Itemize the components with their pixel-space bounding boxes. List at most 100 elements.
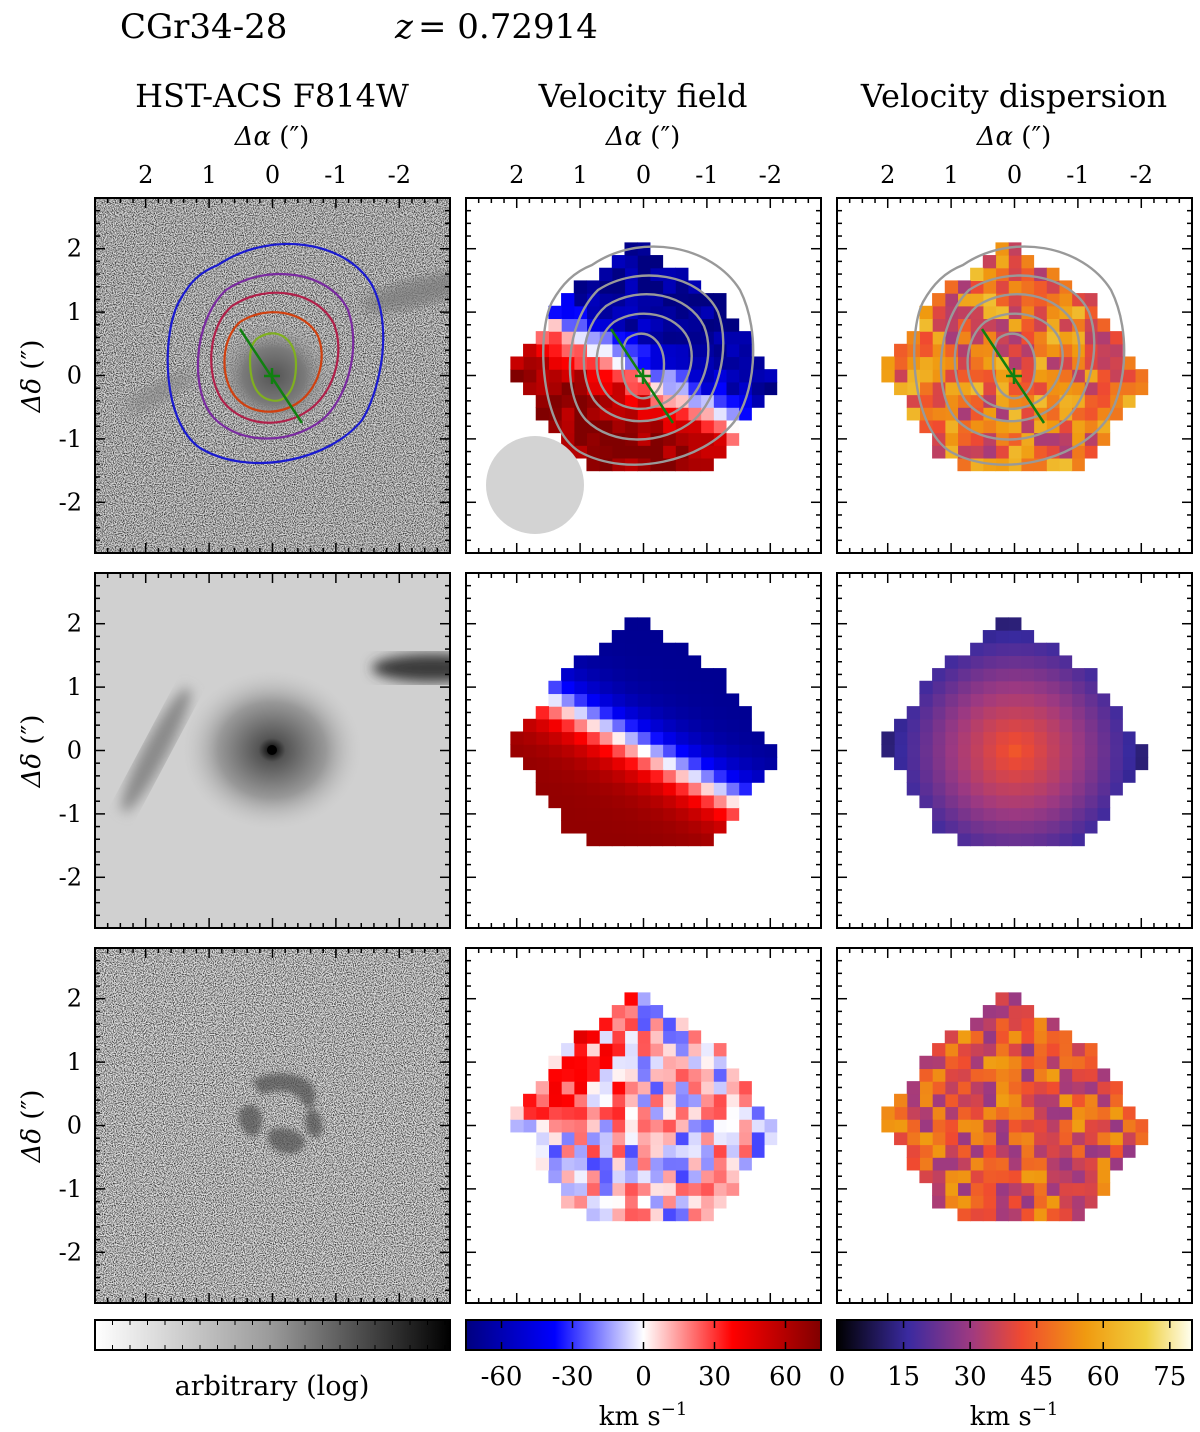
map-pixel xyxy=(1008,280,1022,294)
map-pixel xyxy=(599,267,613,282)
map-pixel xyxy=(649,1195,664,1209)
map-pixel xyxy=(599,744,613,758)
map-pixel xyxy=(1096,769,1111,783)
map-pixel xyxy=(1058,680,1073,695)
map-pixel xyxy=(548,394,562,408)
map-pixel xyxy=(919,1119,933,1133)
map-pixel xyxy=(599,769,613,783)
map-pixel xyxy=(725,1131,740,1146)
map-pixel xyxy=(624,807,638,821)
map-pixel xyxy=(944,693,959,707)
map-pixel xyxy=(637,617,651,631)
map-pixel xyxy=(906,769,921,783)
map-pixel xyxy=(995,419,1009,434)
map-pixel xyxy=(675,343,689,358)
map-pixel xyxy=(1096,331,1111,345)
map-pixel xyxy=(919,381,933,396)
map-pixel xyxy=(1033,331,1047,345)
map-pixel xyxy=(1084,794,1098,809)
map-pixel xyxy=(1020,419,1035,434)
y-tick-label: 2 xyxy=(67,610,82,638)
map-pixel xyxy=(573,1195,588,1209)
map-pixel xyxy=(982,267,997,282)
map-pixel xyxy=(1046,756,1060,771)
map-pixel xyxy=(970,655,984,669)
map-pixel xyxy=(1033,807,1047,821)
map-pixel xyxy=(649,1068,664,1082)
map-pixel xyxy=(932,706,946,720)
map-pixel xyxy=(649,680,664,695)
map-pixel xyxy=(1020,820,1035,834)
map-pixel xyxy=(637,1030,651,1044)
map-pixel xyxy=(1084,769,1098,783)
map-pixel xyxy=(675,744,689,758)
map-pixel xyxy=(1020,267,1035,282)
map-pixel xyxy=(970,820,984,834)
map-pixel xyxy=(662,1106,676,1120)
map-pixel xyxy=(624,394,638,408)
map-pixel xyxy=(687,1119,702,1133)
map-pixel xyxy=(1084,680,1098,695)
map-pixel xyxy=(982,1195,997,1209)
map-pixel xyxy=(662,1195,676,1209)
map-pixel xyxy=(1008,832,1022,847)
map-pixel xyxy=(932,445,946,459)
map-pixel xyxy=(649,1043,664,1057)
map-pixel xyxy=(1008,1157,1022,1171)
map-pixel xyxy=(725,1119,740,1133)
map-pixel xyxy=(1122,744,1136,758)
map-pixel xyxy=(957,794,971,809)
map-pixel xyxy=(586,1195,600,1209)
x-tick-label: -2 xyxy=(1130,161,1153,189)
map-pixel xyxy=(1033,769,1047,783)
map-pixel xyxy=(561,1182,575,1196)
map-pixel xyxy=(957,293,971,307)
map-pixel xyxy=(624,706,638,720)
colorbar-ticks: -60 -30 0 30 60 xyxy=(481,1320,802,1392)
map-pixel xyxy=(1020,1081,1035,1095)
map-pixel xyxy=(763,756,778,771)
x-axis-label-dispersion: Δα (″) xyxy=(976,122,1052,152)
map-pixel xyxy=(624,731,638,745)
map-pixel xyxy=(1020,1169,1035,1184)
map-pixel xyxy=(599,407,613,421)
map-pixel xyxy=(1058,832,1073,847)
map-pixel xyxy=(1033,1119,1047,1133)
map-pixel xyxy=(1008,794,1022,809)
map-pixel xyxy=(919,1081,933,1095)
map-pixel xyxy=(1020,769,1035,783)
map-pixel xyxy=(713,1119,727,1133)
map-pixel xyxy=(637,293,651,307)
map-pixel xyxy=(611,1157,626,1171)
map-pixel xyxy=(611,693,626,707)
map-pixel xyxy=(1096,706,1111,720)
map-pixel xyxy=(687,1043,702,1057)
y-tick-label: 1 xyxy=(67,298,82,326)
map-pixel xyxy=(1096,318,1111,332)
map-pixel xyxy=(700,718,714,733)
map-pixel xyxy=(970,782,984,796)
map-pixel xyxy=(906,1157,921,1171)
map-pixel xyxy=(548,782,562,796)
map-pixel xyxy=(906,1106,921,1120)
map-pixel xyxy=(1046,655,1060,669)
map-pixel xyxy=(586,655,600,669)
map-pixel xyxy=(1071,1157,1085,1171)
map-pixel xyxy=(662,1169,676,1184)
map-pixel xyxy=(700,706,714,720)
map-pixel xyxy=(1071,343,1085,358)
colorbar-tick-label: 75 xyxy=(1153,1362,1186,1392)
map-pixel xyxy=(995,1195,1009,1209)
hst-model-image xyxy=(95,573,450,928)
map-pixel xyxy=(995,693,1009,707)
map-pixel xyxy=(624,1017,638,1032)
map-pixel xyxy=(637,1055,651,1070)
map-pixel xyxy=(548,369,562,383)
map-pixel xyxy=(675,1144,689,1158)
map-pixel xyxy=(586,1055,600,1070)
map-pixel xyxy=(995,369,1009,383)
map-pixel xyxy=(586,731,600,745)
map-pixel xyxy=(675,1182,689,1196)
map-pixel xyxy=(662,1055,676,1070)
map-pixel xyxy=(599,655,613,669)
